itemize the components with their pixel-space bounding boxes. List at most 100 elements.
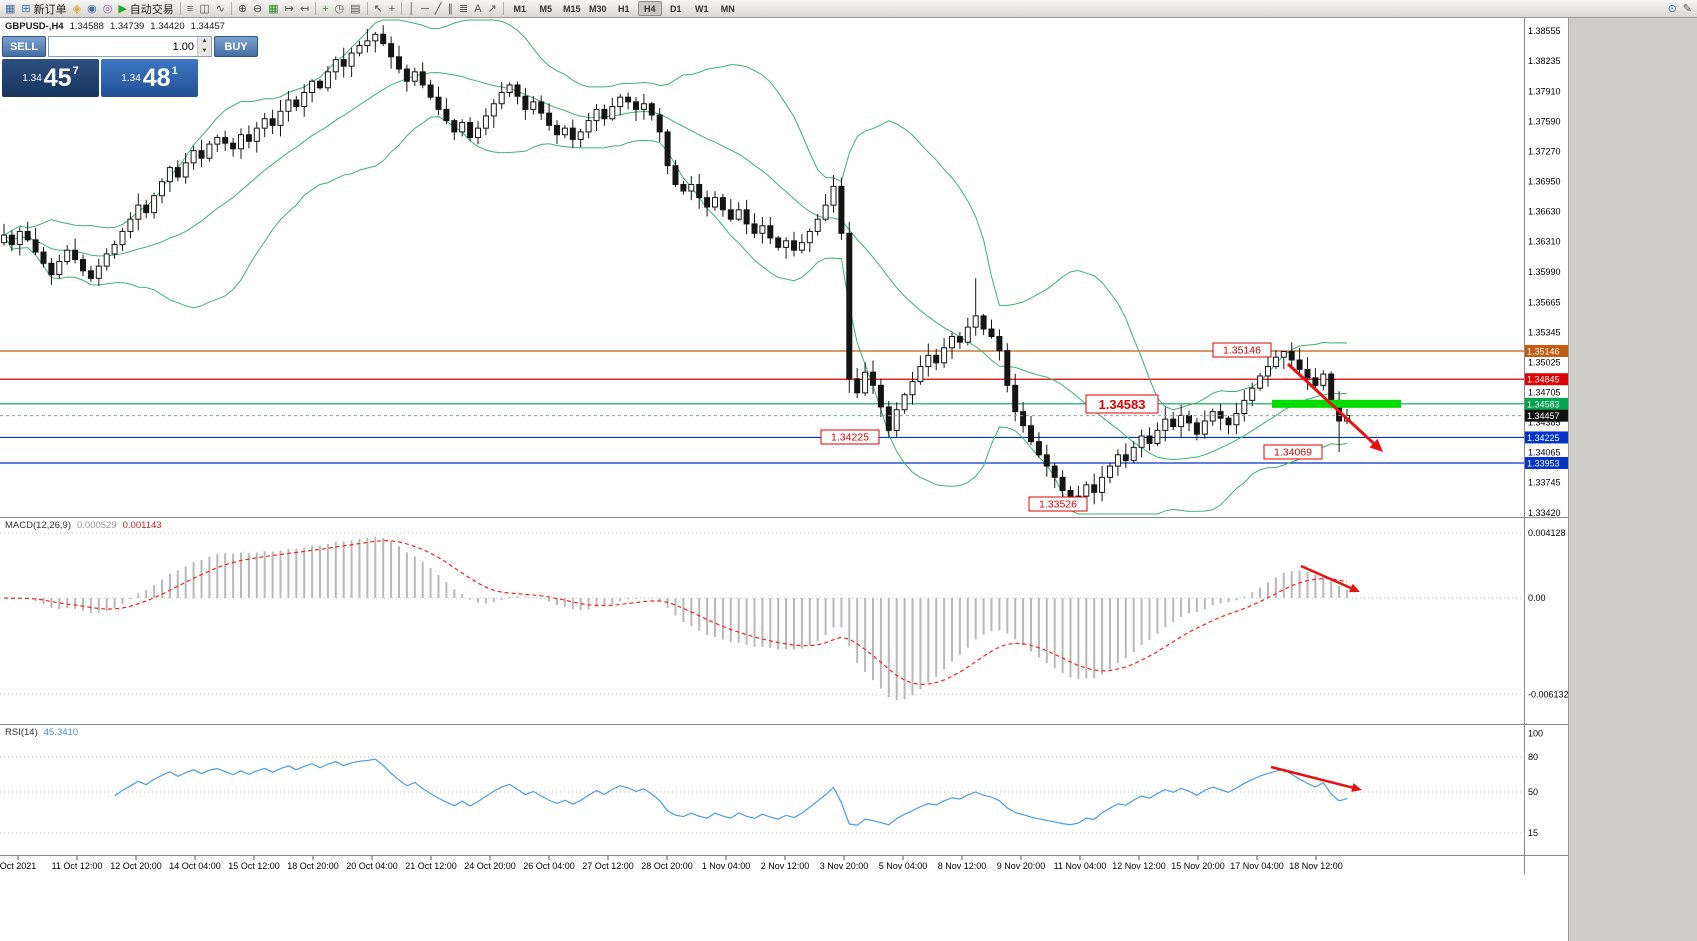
timeframe-m15-button[interactable]: M15 bbox=[560, 1, 584, 16]
zoom-out-button[interactable]: ⊖ bbox=[250, 1, 265, 17]
svg-text:12 Oct 20:00: 12 Oct 20:00 bbox=[110, 861, 162, 871]
timeframe-mn-button[interactable]: MN bbox=[716, 1, 740, 16]
buy-button[interactable]: BUY bbox=[214, 36, 258, 57]
toolbar-items: ▦ ⊞ 新订单 ◈ ◉ ◎ ▶ 自动交易 ≡ ◫ ∿ ⊕ ⊖ ▦ ↦ ↤ + ◷ ▤ ↖ + │ ─ ╱ ∥ ≣ A ↗ M1 M5 M15… bbox=[2, 0, 1665, 18]
fibonacci-icon: ≣ bbox=[459, 2, 469, 15]
vertical-line-button[interactable]: │ bbox=[405, 1, 418, 17]
svg-text:0.004128: 0.004128 bbox=[1528, 528, 1566, 538]
timeframe-m30-button[interactable]: M30 bbox=[586, 1, 610, 16]
timeframe-w1-button[interactable]: W1 bbox=[690, 1, 714, 16]
text-label-icon: A bbox=[474, 2, 482, 15]
timeframe-d1-button[interactable]: D1 bbox=[664, 1, 688, 16]
rsi-label: RSI(14) bbox=[5, 727, 38, 738]
trend-arrows[interactable] bbox=[1270, 362, 1383, 792]
bollinger-bands bbox=[3, 19, 1348, 515]
charts-menu-icon: ▦ bbox=[5, 2, 16, 15]
svg-text:18 Oct 20:00: 18 Oct 20:00 bbox=[287, 861, 339, 871]
svg-text:11 Oct 12:00: 11 Oct 12:00 bbox=[52, 861, 103, 871]
market-button[interactable]: ◉ bbox=[84, 1, 100, 17]
chart-candles-icon: ◫ bbox=[199, 2, 210, 15]
svg-text:26 Oct 04:00: 26 Oct 04:00 bbox=[523, 861, 575, 871]
equidistant-channel-button[interactable]: ∥ bbox=[445, 1, 457, 17]
svg-text:1.35146: 1.35146 bbox=[1223, 345, 1261, 357]
horizontal-line-button[interactable]: ─ bbox=[418, 1, 432, 17]
search-button[interactable]: ⊙ bbox=[1665, 1, 1680, 17]
svg-text:12 Nov 12:00: 12 Nov 12:00 bbox=[1112, 861, 1166, 871]
volume-spinner: ▲ ▼ bbox=[197, 37, 211, 56]
volume-up-button[interactable]: ▲ bbox=[198, 37, 211, 47]
indicators-add-button[interactable]: + bbox=[319, 1, 331, 17]
price-callouts[interactable]: 1.35146 1.34583 1.34225 1.34069 1.33526 bbox=[820, 342, 1323, 512]
timeframe-m1-button[interactable]: M1 bbox=[508, 1, 532, 16]
macd-value-signal: 0.001143 bbox=[122, 520, 162, 531]
timeframe-h1-button[interactable]: H1 bbox=[612, 1, 636, 16]
new-order-button[interactable]: ⊞ 新订单 bbox=[18, 1, 69, 17]
quick-edit-button[interactable]: ✎ bbox=[1680, 1, 1695, 17]
chart-bars-icon: ≡ bbox=[186, 2, 194, 15]
svg-text:24 Oct 20:00: 24 Oct 20:00 bbox=[464, 861, 516, 871]
chart-shift-button[interactable]: ↤ bbox=[297, 1, 312, 17]
buy-price-panel[interactable]: 1.34 48 1 bbox=[101, 59, 198, 97]
crosshair-button[interactable]: + bbox=[386, 1, 398, 17]
svg-text:100: 100 bbox=[1528, 729, 1543, 739]
auto-trading-button[interactable]: ▶ 自动交易 bbox=[115, 1, 176, 17]
cursor-button[interactable]: ↖ bbox=[371, 1, 386, 17]
svg-text:1.34583: 1.34583 bbox=[1099, 397, 1146, 412]
buy-price-big: 48 bbox=[142, 63, 171, 92]
rsi-indicator-title: RSI(14) 45.3410 bbox=[3, 727, 81, 738]
charts-menu-button[interactable]: ▦ bbox=[2, 1, 18, 17]
sell-button[interactable]: SELL bbox=[2, 36, 46, 57]
horizontal-line-icon: ─ bbox=[421, 2, 429, 15]
indicators-add-icon: + bbox=[322, 2, 329, 15]
tile-windows-icon: ▦ bbox=[268, 2, 279, 15]
crosshair-icon: + bbox=[388, 2, 396, 15]
timeframe-m5-button[interactable]: M5 bbox=[534, 1, 558, 16]
candles bbox=[1, 25, 1350, 507]
highlight-zone[interactable] bbox=[1272, 399, 1401, 408]
periods-button[interactable]: ◷ bbox=[332, 1, 348, 17]
sell-price-panel[interactable]: 1.34 45 7 bbox=[2, 59, 99, 97]
macd-signal-line bbox=[3, 540, 1348, 686]
text-label-button[interactable]: A bbox=[471, 1, 484, 17]
market-icon: ◉ bbox=[87, 2, 97, 15]
volume-down-button[interactable]: ▼ bbox=[198, 46, 211, 56]
arrows-tool-button[interactable]: ↗ bbox=[485, 1, 500, 17]
volume-input[interactable] bbox=[49, 37, 197, 56]
chart-bars-button[interactable]: ≡ bbox=[184, 1, 196, 17]
svg-text:1.36630: 1.36630 bbox=[1528, 207, 1561, 217]
price-axis[interactable]: 1.38555 1.38235 1.37910 1.37590 1.37270 1.369… bbox=[1528, 26, 1561, 518]
macd-panel: 0.004128 0.00 -0.006132 bbox=[0, 528, 1568, 701]
auto-scroll-button[interactable]: ↦ bbox=[282, 1, 297, 17]
buy-price-sup: 1 bbox=[171, 65, 178, 77]
mql5-community-button[interactable]: ◈ bbox=[70, 1, 84, 17]
svg-text:1.34069: 1.34069 bbox=[1274, 447, 1312, 459]
time-axis[interactable]: Oct 2021 11 Oct 12:00 12 Oct 20:00 14 Oct 0… bbox=[0, 856, 1343, 871]
svg-text:17 Nov 04:00: 17 Nov 04:00 bbox=[1230, 861, 1284, 871]
zoom-in-button[interactable]: ⊕ bbox=[235, 1, 250, 17]
svg-text:Oct 2021: Oct 2021 bbox=[0, 861, 36, 871]
chart-line-icon: ∿ bbox=[215, 2, 225, 15]
templates-button[interactable]: ▤ bbox=[347, 1, 363, 17]
fibonacci-button[interactable]: ≣ bbox=[456, 1, 471, 17]
svg-text:1.37270: 1.37270 bbox=[1528, 147, 1561, 157]
chart-canvas[interactable]: 0.0041280.00-0.0061321008050151.385551.3… bbox=[0, 18, 1568, 941]
signals-icon: ◎ bbox=[102, 2, 113, 15]
svg-text:5 Nov 04:00: 5 Nov 04:00 bbox=[879, 861, 928, 871]
tile-windows-button[interactable]: ▦ bbox=[265, 1, 281, 17]
timeframe-h4-button[interactable]: H4 bbox=[637, 1, 662, 16]
ohlc-open: 1.34588 bbox=[69, 21, 104, 32]
svg-text:2 Nov 12:00: 2 Nov 12:00 bbox=[761, 861, 810, 871]
signals-button[interactable]: ◎ bbox=[100, 1, 116, 17]
svg-text:14 Oct 04:00: 14 Oct 04:00 bbox=[169, 861, 221, 871]
svg-text:1.34065: 1.34065 bbox=[1528, 447, 1561, 457]
chart-candles-button[interactable]: ◫ bbox=[196, 1, 212, 17]
svg-text:1 Nov 04:00: 1 Nov 04:00 bbox=[702, 861, 751, 871]
trendline-button[interactable]: ╱ bbox=[432, 1, 445, 17]
zoom-in-icon: ⊕ bbox=[237, 2, 248, 15]
svg-text:1.33420: 1.33420 bbox=[1528, 508, 1561, 518]
chart-line-button[interactable]: ∿ bbox=[213, 1, 228, 17]
svg-text:0.00: 0.00 bbox=[1528, 593, 1546, 603]
svg-text:9 Nov 20:00: 9 Nov 20:00 bbox=[997, 861, 1046, 871]
sell-price-big: 45 bbox=[43, 63, 72, 92]
cursor-icon: ↖ bbox=[373, 2, 383, 15]
